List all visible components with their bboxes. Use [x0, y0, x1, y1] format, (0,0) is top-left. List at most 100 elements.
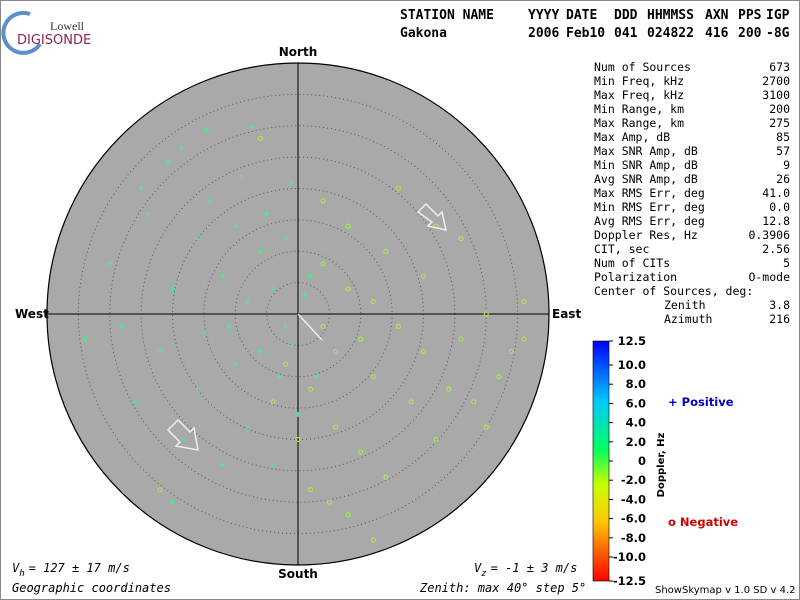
- center-zenith-label: Zenith: [664, 298, 706, 312]
- positive-source: [270, 286, 276, 292]
- south-label: South: [278, 567, 318, 581]
- header-label: AXN: [705, 8, 729, 23]
- negative-source: [496, 374, 502, 380]
- header-label: DDD: [614, 8, 638, 23]
- colorbar-title: Doppler, Hz: [656, 433, 667, 498]
- center-zenith: 3.8: [769, 298, 790, 312]
- positive-source: [119, 324, 125, 330]
- logo-top: Lowell: [50, 19, 85, 33]
- positive-source: [107, 261, 113, 267]
- header-label: PPS: [738, 8, 762, 23]
- vh-symbol: V: [12, 561, 20, 575]
- stat-label: Min SNR Amp, dB: [594, 158, 698, 172]
- positive-source: [201, 330, 207, 336]
- negative-source: [308, 487, 314, 493]
- vz: Vz = -1 ± 3 m/s: [474, 561, 577, 579]
- negative-source: [358, 336, 364, 342]
- positive-source: [178, 145, 184, 151]
- zenith-footer: Zenith: max 40° step 5°: [419, 581, 586, 595]
- header-value: -8G: [766, 26, 790, 41]
- zenith-prefix: Zenith: max: [419, 581, 500, 595]
- negative-source: [521, 336, 527, 342]
- stat-label: Min Freq, kHz: [594, 74, 684, 88]
- stat-label: Doppler Res, Hz: [594, 228, 698, 242]
- negative-source: [471, 399, 477, 405]
- legend-negative: o Negative: [668, 515, 738, 529]
- stat-label: Min RMS Err, deg: [594, 200, 705, 214]
- colorbar-tick-label: -8.0: [621, 531, 646, 545]
- positive-source: [195, 386, 201, 392]
- stat-value: 200: [769, 102, 790, 116]
- stat-label: Num of Sources: [594, 60, 691, 74]
- negative-source: [521, 298, 527, 304]
- positive-source: [245, 298, 251, 304]
- header-value: Gakona: [400, 26, 447, 41]
- negative-source: [295, 437, 301, 442]
- negative-source: [395, 186, 401, 191]
- header-value: 200: [738, 26, 762, 41]
- colorbar-tick-label: 4.0: [626, 416, 646, 430]
- positive-source: [170, 499, 175, 505]
- negative-source: [383, 248, 389, 254]
- positive-source: [165, 159, 171, 165]
- stat-label: Polarization: [594, 270, 677, 284]
- positive-source: [232, 223, 238, 229]
- legend-text: Negative: [680, 515, 738, 529]
- center-title: Center of Sources, deg:: [594, 284, 753, 298]
- positive-source: [170, 286, 175, 292]
- coords: Geographic coordinates: [12, 581, 171, 595]
- negative-source: [333, 349, 339, 355]
- stat-label: Min Range, km: [594, 102, 684, 116]
- header-label: HHMMSS: [647, 8, 694, 23]
- negative-source: [358, 449, 364, 455]
- negative-source: [508, 349, 514, 355]
- zenith-step-label: step: [536, 581, 565, 595]
- positive-source: [82, 336, 88, 342]
- stat-value: 85: [776, 130, 790, 144]
- stat-label: Avg RMS Err, deg: [594, 214, 705, 228]
- vz-text: = -1 ± 3 m/s: [491, 561, 578, 575]
- stat-value: 5: [783, 256, 790, 270]
- stat-value: 2.56: [762, 242, 790, 256]
- west-label: West: [15, 307, 49, 321]
- vh-text: = 127 ± 17 m/s: [29, 561, 130, 575]
- header-label: STATION NAME: [400, 8, 494, 23]
- positive-source: [282, 324, 288, 330]
- positive-source: [270, 462, 276, 468]
- positive-source: [239, 173, 245, 179]
- stat-value: 275: [769, 116, 790, 130]
- negative-source: [458, 236, 464, 242]
- positive-source: [182, 437, 188, 442]
- positive-source: [232, 361, 238, 367]
- positive-source: [282, 236, 288, 242]
- sources: [82, 124, 527, 543]
- negative-source: [421, 273, 426, 279]
- legend-positive: + Positive: [668, 395, 734, 409]
- colorbar-tick-label: 2.0: [626, 435, 646, 449]
- negative-source: [320, 261, 326, 267]
- negative-source: [446, 386, 452, 392]
- negative-source: [270, 399, 276, 405]
- header-value: 024822: [647, 26, 694, 41]
- stat-value: 2700: [762, 74, 790, 88]
- vh-sub: h: [19, 569, 24, 579]
- stat-value: 9: [783, 158, 790, 172]
- stat-value: 57: [776, 144, 790, 158]
- stat-label: Avg SNR Amp, dB: [594, 172, 698, 186]
- stat-value: 3100: [762, 88, 790, 102]
- negative-source: [395, 324, 401, 330]
- header-label: YYYY: [528, 8, 559, 23]
- colorbar-tick-label: -4.0: [621, 492, 646, 506]
- stat-label: Num of CITs: [594, 256, 670, 270]
- zenith-step: 5: [572, 581, 579, 595]
- negative-source: [383, 474, 389, 480]
- drift-arrow: [166, 418, 199, 451]
- negative-source: [308, 386, 314, 392]
- stat-value: 26: [776, 172, 790, 186]
- positive-source: [308, 273, 314, 279]
- center-azimuth-label: Azimuth: [664, 312, 712, 326]
- negative-source: [421, 349, 426, 355]
- legend-text: Positive: [682, 395, 734, 409]
- negative-source: [483, 424, 489, 430]
